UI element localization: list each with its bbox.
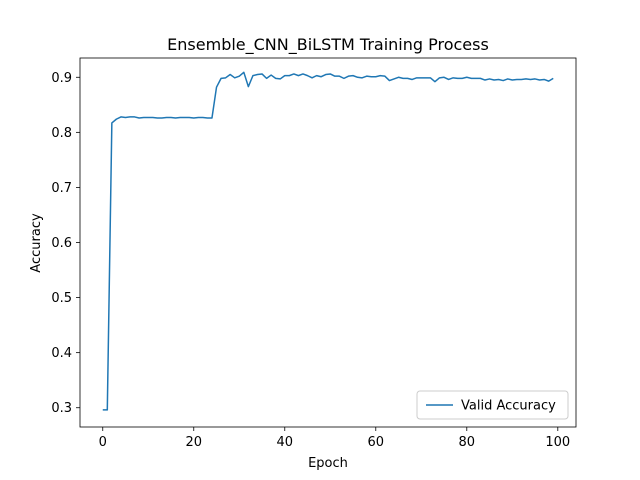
x-tick-label: 20: [185, 435, 202, 450]
x-tick-label: 80: [459, 435, 476, 450]
y-axis-label: Accuracy: [29, 213, 44, 273]
legend-label: Valid Accuracy: [461, 399, 556, 414]
y-tick-label: 0.6: [51, 236, 72, 251]
y-tick-label: 0.7: [51, 181, 72, 196]
x-tick-label: 100: [545, 435, 570, 450]
series-line-0: [102, 71, 554, 411]
x-tick-label: 40: [276, 435, 293, 450]
x-tick-label: 0: [99, 435, 107, 450]
y-tick-label: 0.8: [51, 126, 72, 141]
y-tick-label: 0.5: [51, 291, 72, 306]
chart-title: Ensemble_CNN_BiLSTM Training Process: [167, 35, 489, 55]
legend-box: [416, 390, 569, 420]
x-axis-label: Epoch: [308, 456, 348, 471]
x-tick-label: 60: [368, 435, 385, 450]
y-tick-label: 0.3: [51, 401, 72, 416]
y-tick-label: 0.4: [51, 346, 72, 361]
y-tick-label: 0.9: [51, 71, 72, 86]
